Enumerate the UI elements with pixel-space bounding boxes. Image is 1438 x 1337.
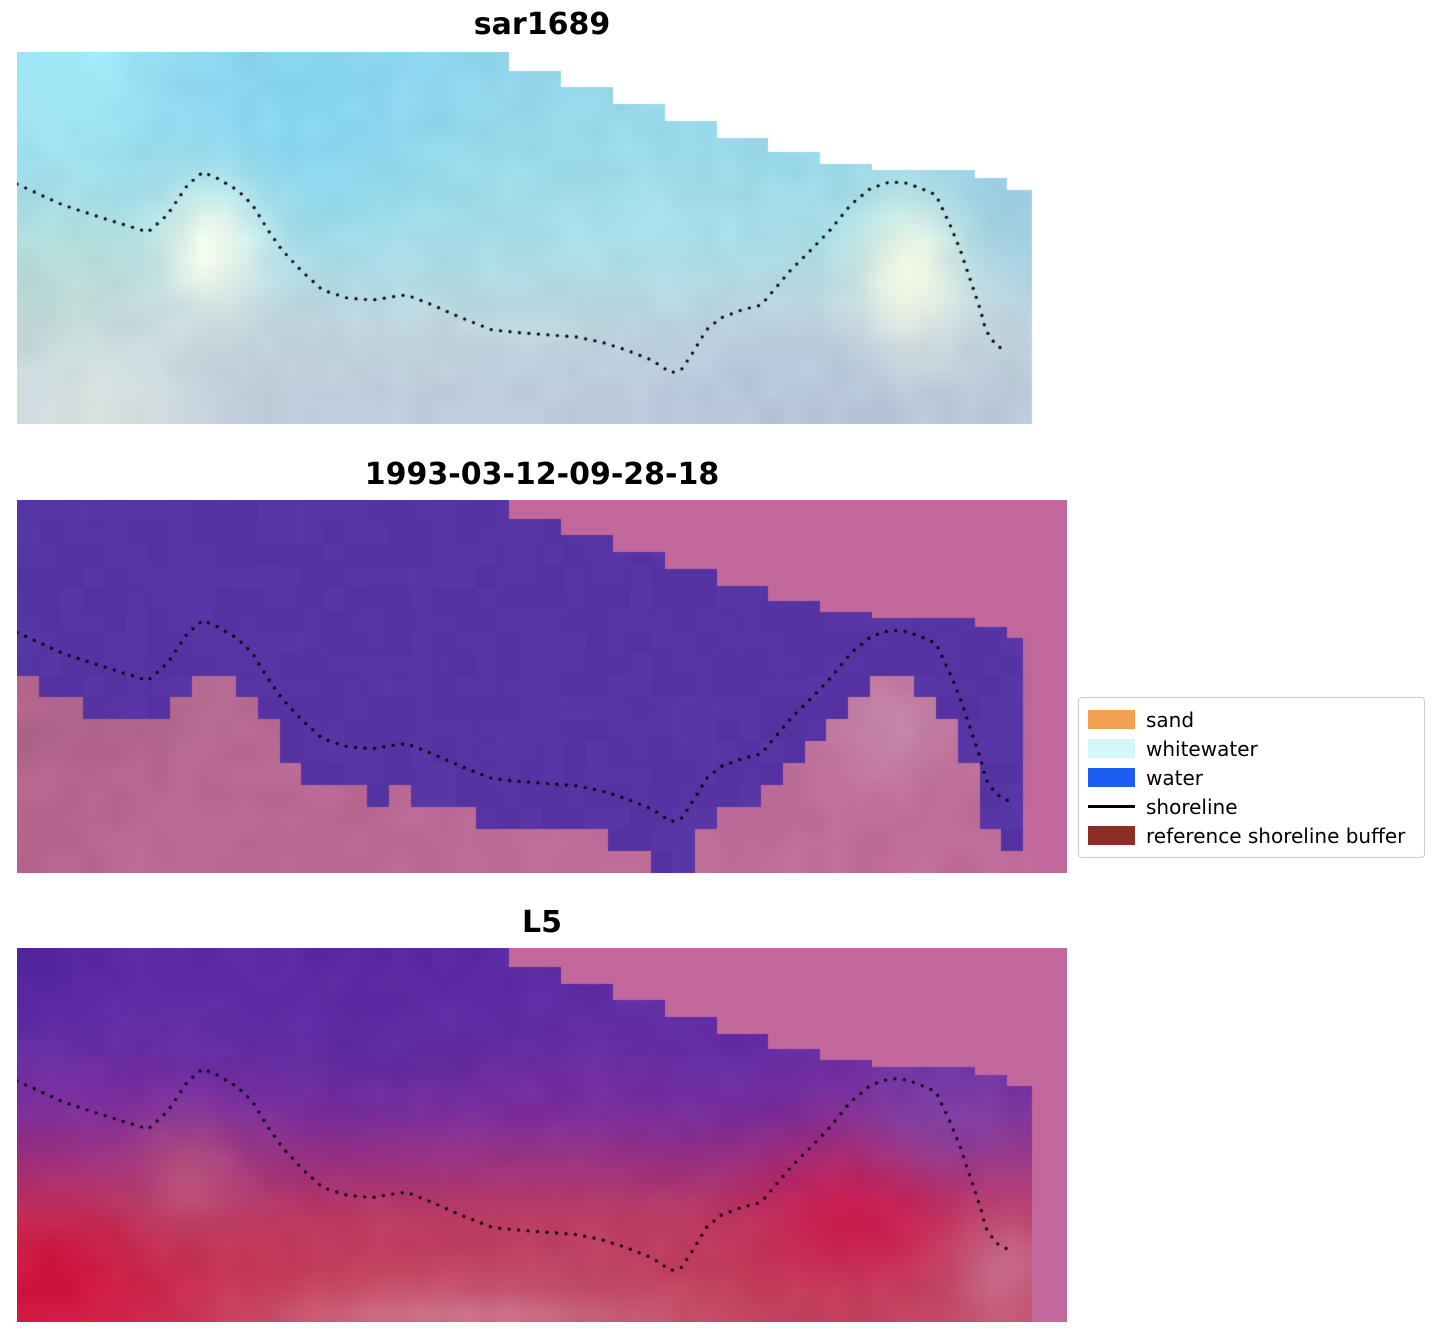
legend-label: whitewater xyxy=(1146,736,1258,761)
reference-shoreline-buffer-swatch xyxy=(1088,826,1135,845)
legend-item-whitewater: whitewater xyxy=(1088,734,1415,763)
panel-title-sar1689: sar1689 xyxy=(473,7,611,42)
shoreline-swatch xyxy=(1088,797,1135,816)
legend-item-shoreline: shoreline xyxy=(1088,792,1415,821)
sar1689-image xyxy=(17,52,1067,424)
panel-title-classified: 1993-03-12-09-28-18 xyxy=(364,457,720,492)
whitewater-swatch xyxy=(1088,739,1135,758)
water-swatch xyxy=(1088,768,1135,787)
legend-label: reference shoreline buffer xyxy=(1146,823,1406,848)
classified-image xyxy=(17,500,1067,873)
legend-item-sand: sand xyxy=(1088,705,1415,734)
legend-label: shoreline xyxy=(1146,794,1238,819)
sand-swatch xyxy=(1088,710,1135,729)
legend-label: water xyxy=(1146,765,1203,790)
legend-item-reference-shoreline-buffer: reference shoreline buffer xyxy=(1088,821,1415,850)
shoreline-line-icon xyxy=(1088,805,1135,808)
l5-image xyxy=(17,948,1067,1322)
legend-item-water: water xyxy=(1088,763,1415,792)
panel-title-l5: L5 xyxy=(522,905,562,940)
legend-label: sand xyxy=(1146,707,1195,732)
legend: sand whitewater water shoreline reference sh… xyxy=(1078,697,1425,858)
